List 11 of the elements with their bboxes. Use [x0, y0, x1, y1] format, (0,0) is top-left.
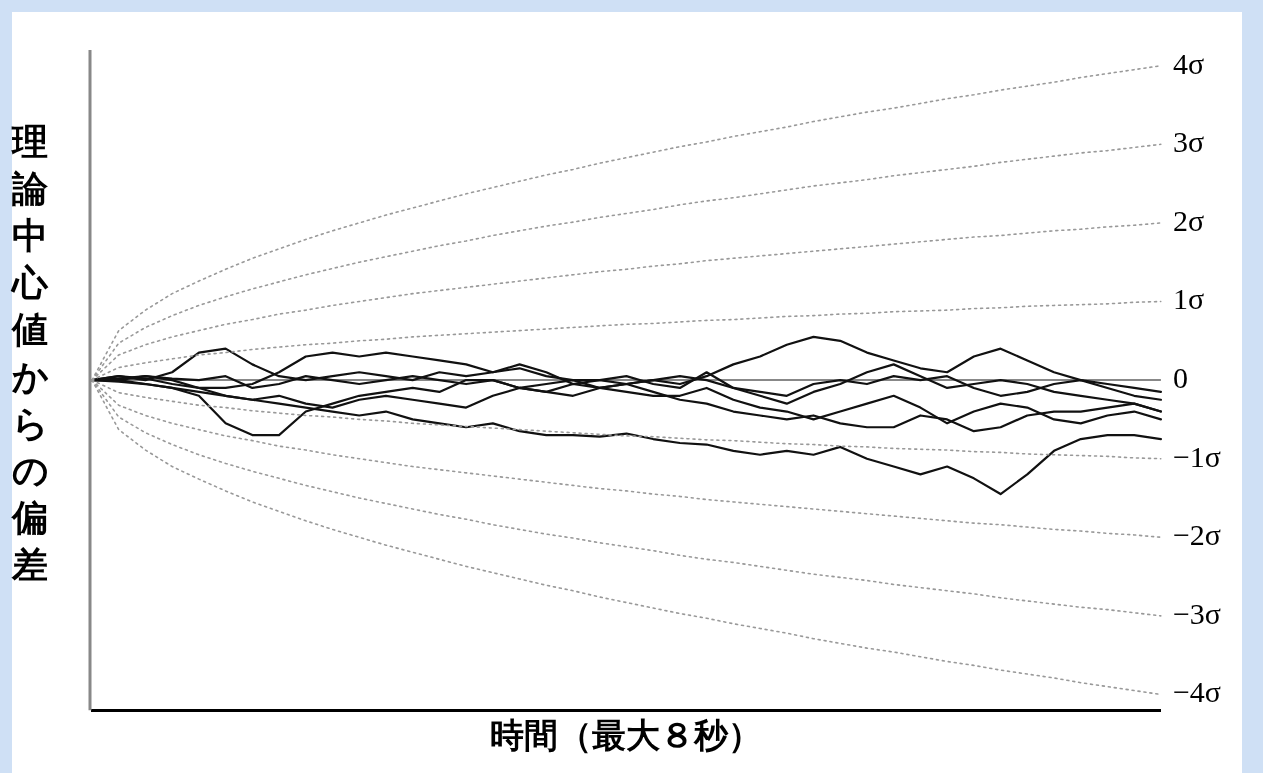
y-tick-label: 1σ	[1172, 282, 1205, 316]
y-tick-label: 4σ	[1172, 46, 1205, 80]
text: 理論中心値からの偏差	[11, 121, 49, 585]
y-tick-label: 0	[1172, 360, 1188, 394]
y-tick-label: −2σ	[1172, 518, 1221, 552]
y-tick-label: −3σ	[1172, 596, 1221, 630]
y-tick-label: 2σ	[1172, 203, 1205, 237]
y-tick-label: 3σ	[1172, 125, 1205, 159]
y-tick-label: −1σ	[1172, 439, 1221, 473]
y-tick-label: −4σ	[1172, 675, 1221, 709]
x-axis-title: 時間（最大８秒）	[490, 715, 763, 756]
